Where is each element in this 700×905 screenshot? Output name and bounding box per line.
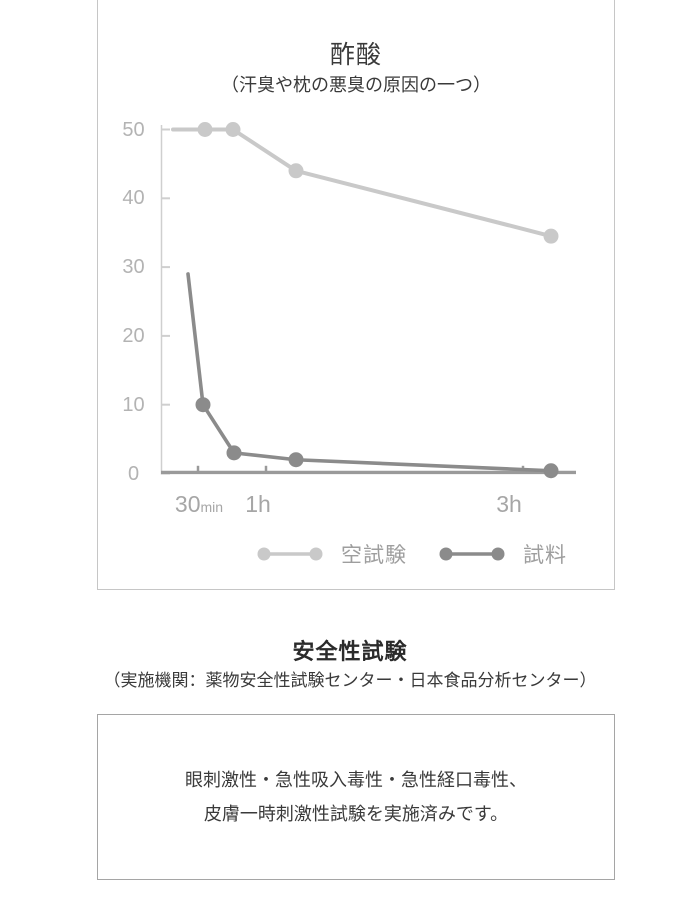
series-point-0 [197,122,213,137]
acetic-acid-line-chart [160,122,576,479]
legend-item-sample: 試料 [439,539,567,569]
y-tick-label: 50 [122,118,145,141]
series-point-1 [195,397,211,413]
series-line-1 [186,272,553,473]
safety-section-subtitle: （実施機関：薬物安全性試験センター・日本食品分析センター） [103,671,597,690]
acetic-acid-chart-card: 酢酸 （汗臭や枕の悪臭の原因の一つ） 0 10 20 30 40 50 30min 1h 3h… [97,0,615,590]
blank-test-line-marker-icon [257,547,323,561]
legend-label-blank-test: 空試験 [341,544,407,567]
y-tick-label: 10 [122,393,145,416]
series-line-0 [171,127,553,239]
legend-item-blank-test: 空試験 [257,539,407,569]
series-point-0 [288,163,304,179]
y-tick-label: 40 [122,187,145,210]
safety-info-line-1: 眼刺激性・急性吸入毒性・急性経口毒性、 [185,770,527,790]
x-tick-label: 30min [174,491,224,517]
chart-subtitle: （汗臭や枕の悪臭の原因の一つ） [221,75,491,95]
chart-title: 酢酸 [329,41,382,69]
series-point-0 [543,228,559,244]
y-tick-label: 0 [127,462,140,485]
x-tick-label: 3h [496,491,522,517]
y-tick-label: 20 [122,324,145,347]
series-point-1 [543,463,559,479]
y-tick-label: 30 [122,256,145,279]
safety-info-line-2: 皮膚一時刺激性試験を実施済みです。 [203,804,509,824]
sample-line-marker-icon [439,547,505,561]
x-tick-label: 1h [245,491,271,517]
safety-info-box: 眼刺激性・急性吸入毒性・急性経口毒性、 皮膚一時刺激性試験を実施済みです。 [97,714,615,880]
series-point-1 [288,452,304,468]
series-point-1 [226,445,242,461]
chart-legend: 空試験 試料 [257,539,567,569]
series-point-0 [225,122,241,137]
safety-section-title: 安全性試験 [292,639,408,664]
legend-label-sample: 試料 [523,544,567,567]
